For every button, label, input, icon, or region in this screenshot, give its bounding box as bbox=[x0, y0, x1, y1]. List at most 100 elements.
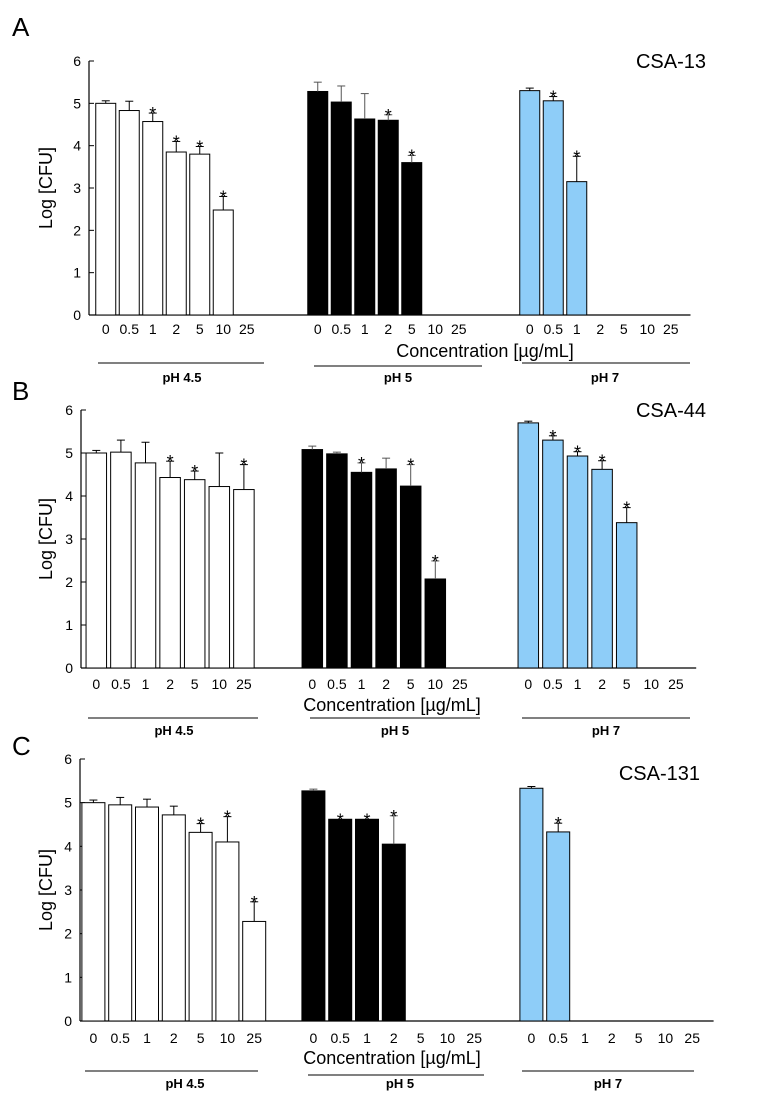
significance-star: * bbox=[363, 810, 370, 830]
significance-star: * bbox=[599, 452, 606, 472]
x-tick-label: 2 bbox=[172, 321, 180, 337]
significance-star: * bbox=[390, 807, 397, 827]
x-tick-label: 0 bbox=[310, 1030, 318, 1046]
y-tick-label: 3 bbox=[64, 882, 72, 898]
x-tick-label: 2 bbox=[608, 1030, 616, 1046]
bar bbox=[183, 479, 206, 669]
x-tick-label: 0.5 bbox=[332, 321, 352, 337]
bar bbox=[381, 843, 406, 1022]
bar bbox=[399, 485, 422, 669]
x-tick-label: 10 bbox=[639, 321, 655, 337]
x-tick-label: 2 bbox=[384, 321, 392, 337]
bar bbox=[301, 449, 324, 669]
significance-star: * bbox=[224, 808, 231, 828]
series-ph-7: 0 0.5 * 1 * 2 5 10 25 pH 7 bbox=[519, 88, 690, 385]
bar bbox=[566, 181, 588, 316]
y-tick-label: 0 bbox=[64, 1013, 72, 1029]
x-tick-label: 1 bbox=[573, 321, 581, 337]
y-tick-label: 1 bbox=[64, 969, 72, 985]
group-label: pH 4.5 bbox=[165, 1076, 204, 1091]
y-tick-label: 2 bbox=[65, 574, 73, 590]
x-tick-label: 0.5 bbox=[330, 1030, 350, 1046]
bar bbox=[546, 831, 571, 1022]
x-tick-label: 25 bbox=[684, 1030, 700, 1046]
y-axis-label: Log [CFU] bbox=[36, 498, 56, 580]
bar bbox=[142, 121, 164, 316]
x-tick-label: 25 bbox=[236, 676, 252, 692]
bar bbox=[95, 102, 117, 316]
panel-letter: B bbox=[12, 376, 29, 406]
significance-star: * bbox=[149, 104, 156, 124]
x-tick-label: 10 bbox=[440, 1030, 456, 1046]
x-tick-label: 5 bbox=[620, 321, 628, 337]
x-tick-label: 0 bbox=[102, 321, 110, 337]
significance-star: * bbox=[173, 132, 180, 152]
x-tick-label: 5 bbox=[623, 676, 631, 692]
y-tick-label: 6 bbox=[73, 53, 81, 69]
series-ph-5: 0 0.5 * 1 * 2 * 5 10 25 pH 5 bbox=[301, 788, 484, 1091]
bar bbox=[350, 471, 373, 669]
bar bbox=[188, 831, 213, 1022]
bar bbox=[328, 818, 353, 1022]
x-tick-label: 10 bbox=[644, 676, 660, 692]
x-tick-label: 0.5 bbox=[110, 1030, 130, 1046]
y-tick-label: 6 bbox=[65, 402, 73, 418]
bar bbox=[215, 841, 240, 1022]
bar bbox=[326, 453, 348, 669]
significance-star: * bbox=[407, 456, 414, 476]
x-tick-label: 10 bbox=[658, 1030, 674, 1046]
y-tick-label: 2 bbox=[73, 222, 81, 238]
y-tick-label: 1 bbox=[65, 617, 73, 633]
y-tick-label: 6 bbox=[64, 751, 72, 767]
bar bbox=[118, 110, 140, 316]
y-tick-label: 3 bbox=[73, 180, 81, 196]
significance-star: * bbox=[549, 427, 556, 447]
significance-star: * bbox=[550, 88, 557, 108]
x-tick-label: 10 bbox=[212, 676, 228, 692]
panel-title: CSA-13 bbox=[636, 51, 706, 73]
bar bbox=[615, 522, 638, 669]
y-tick-label: 4 bbox=[64, 838, 72, 854]
bar bbox=[591, 468, 613, 669]
x-tick-label: 25 bbox=[668, 676, 684, 692]
y-tick-label: 4 bbox=[73, 138, 81, 154]
bar bbox=[377, 119, 399, 316]
bar bbox=[375, 468, 397, 669]
x-tick-label: 10 bbox=[220, 1030, 236, 1046]
y-tick-label: 5 bbox=[64, 795, 72, 811]
x-tick-label: 2 bbox=[390, 1030, 398, 1046]
bar bbox=[401, 162, 423, 316]
bar bbox=[355, 818, 379, 1022]
significance-star: * bbox=[337, 810, 344, 830]
x-tick-label: 25 bbox=[452, 676, 468, 692]
significance-star: * bbox=[408, 146, 415, 166]
bar bbox=[212, 209, 234, 316]
x-tick-label: 1 bbox=[358, 676, 366, 692]
x-tick-label: 10 bbox=[428, 676, 444, 692]
x-tick-label: 0.5 bbox=[548, 1030, 568, 1046]
bar bbox=[208, 486, 231, 669]
group-label: pH 5 bbox=[381, 723, 409, 738]
bar bbox=[110, 451, 132, 669]
x-tick-label: 1 bbox=[361, 321, 369, 337]
x-tick-label: 5 bbox=[408, 321, 416, 337]
bar bbox=[242, 920, 267, 1022]
x-tick-label: 25 bbox=[466, 1030, 482, 1046]
bar bbox=[81, 802, 106, 1022]
bar bbox=[189, 153, 211, 316]
x-tick-label: 5 bbox=[191, 676, 199, 692]
x-tick-label: 0.5 bbox=[543, 676, 563, 692]
x-tick-label: 5 bbox=[197, 1030, 205, 1046]
bar bbox=[424, 578, 447, 669]
x-tick-label: 0 bbox=[308, 676, 316, 692]
x-tick-label: 0.5 bbox=[120, 321, 140, 337]
significance-star: * bbox=[574, 443, 581, 463]
significance-star: * bbox=[385, 106, 392, 126]
y-tick-label: 0 bbox=[73, 307, 81, 323]
x-tick-label: 0 bbox=[528, 1030, 536, 1046]
significance-star: * bbox=[167, 452, 174, 472]
bar bbox=[161, 814, 186, 1022]
